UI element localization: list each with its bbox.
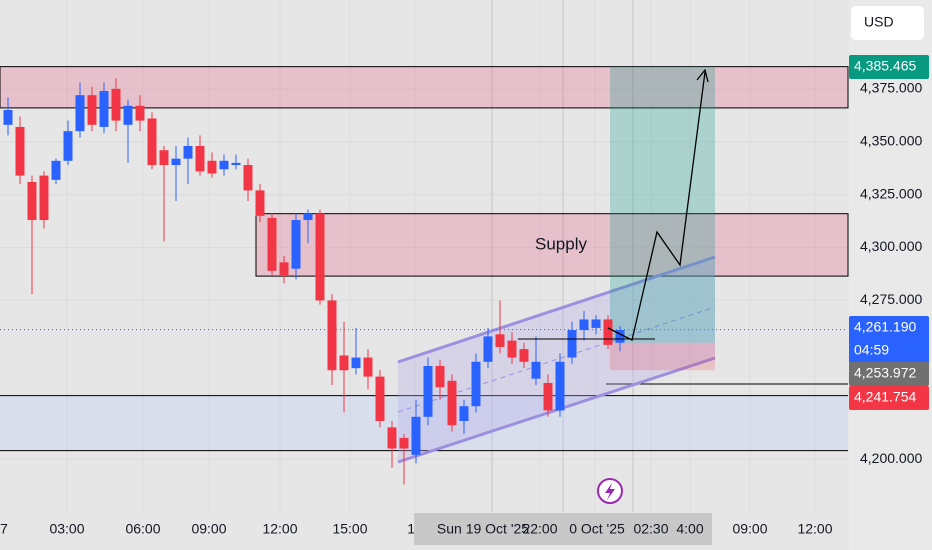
price-badge [849,316,929,364]
candle-body [531,361,541,379]
candle-body [63,131,73,161]
candle-body [399,437,409,449]
candle-body [315,213,325,301]
x-tick-label: 4:00 [676,521,703,537]
candle-body [579,319,589,331]
crosshair-box [414,513,712,545]
x-tick-label: 09:00 [732,521,767,537]
candle-body [447,380,457,426]
candle-body [591,319,601,328]
x-tick-label: 12:00 [262,521,297,537]
candle-body [75,95,85,132]
candle-body [603,319,613,345]
candle-body [303,213,313,221]
candle-body [243,165,253,191]
event-icon-bolt [605,483,615,500]
price-badge-label: 4,261.190 [854,319,916,335]
candle-body [279,262,289,276]
candle-body [255,190,265,216]
candle-body [327,300,337,371]
candle-body [483,336,493,362]
annotation: Supply [535,234,587,253]
arrow [607,71,706,341]
candle-body [339,355,349,371]
channel-line [397,255,716,364]
candle-body [159,150,169,166]
stop-zone [610,342,715,371]
target-zone [610,66,715,343]
price-badge-sub: 04:59 [854,342,889,358]
candle-body [171,158,181,166]
y-tick-label: 4,375.000 [860,80,922,96]
candle-body [219,160,229,170]
x-tick-label: 02:30 [633,521,668,537]
candle-body [231,162,241,166]
candle-body [495,334,505,347]
candle-body [267,217,277,271]
price-badge-label: 4,241.754 [854,389,916,405]
y-tick-label: 4,350.000 [860,132,922,148]
candle-body [435,366,445,388]
x-tick-label: 22:00 [522,521,557,537]
candle-body [459,406,469,422]
candle-body [111,88,121,121]
crosshair-label: Sun 19 Oct '25 [437,521,529,537]
candle-body [195,145,205,172]
candle-body [567,330,577,358]
candle-body [543,382,553,411]
candle-body [123,105,133,125]
x-tick-label: 09:00 [191,521,226,537]
candle-body [87,95,97,125]
x-tick-label: 03:00 [49,521,84,537]
candle-body [27,181,37,221]
candle-body [207,160,217,174]
candle-body [3,110,13,125]
x-tick-label: 06:00 [125,521,160,537]
y-tick-label: 4,300.000 [860,238,922,254]
x-tick-label: 7 [0,521,8,537]
candle-body [135,105,145,121]
candle-body [183,145,193,159]
candle-body [519,349,529,362]
price-badge [849,55,929,79]
y-tick-label: 4,200.000 [860,450,922,466]
candle-body [387,427,397,449]
price-badge-label: 4,385.465 [854,58,916,74]
x-tick-label: 15:00 [332,521,367,537]
price-badge-label: 4,253.972 [854,365,916,381]
currency-button[interactable] [851,6,924,40]
candle-body [555,361,565,411]
candle-body [15,126,25,176]
candle-body [147,118,157,166]
candle-body [411,416,421,455]
candle-body [375,376,385,422]
x-tick-label: 12:00 [797,521,832,537]
zone [0,66,849,109]
y-tick-label: 4,325.000 [860,185,922,201]
candle-body [471,361,481,407]
candle-body [39,175,49,221]
candle-body [615,330,625,343]
arrow-head [696,68,709,83]
price-badge [849,362,929,386]
candle-body [363,357,373,377]
candle-body [423,366,433,417]
price-axis [849,0,932,550]
price-badge [849,386,929,410]
currency[interactable]: USD [864,14,894,30]
candle-body [291,220,301,269]
candle-body [351,357,361,369]
candle-body [507,340,517,358]
zone [255,213,849,277]
x-tick-label: 0 Oct '25 [569,521,625,537]
candle-body [51,160,61,180]
candle-body [99,90,109,127]
y-tick-label: 4,275.000 [860,291,922,307]
